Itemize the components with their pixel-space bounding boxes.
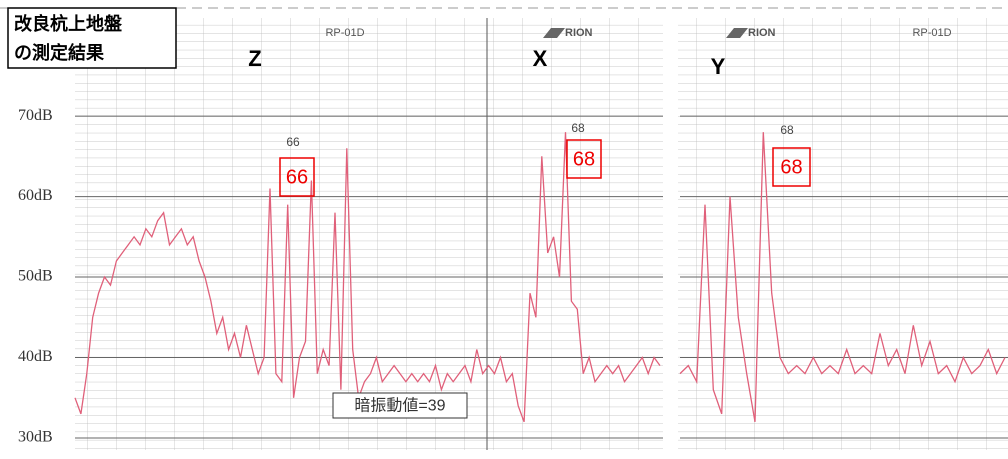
peak-print: 66 — [286, 135, 300, 149]
chart: 改良杭上地盤 の測定結果 30dB 40dB 50dB 60dB 70dB Z X RP-01… — [0, 0, 1008, 454]
y-tick-label: 60dB — [18, 187, 53, 204]
note: 暗振動値=39 — [354, 397, 445, 415]
peak-value: 68 — [780, 156, 802, 178]
axis-label: X — [533, 46, 548, 71]
title: の測定結果 — [14, 42, 105, 63]
page: 改良杭上地盤 の測定結果 30dB 40dB 50dB 60dB 70dB Z X RP-01… — [0, 0, 1008, 459]
y-tick-label: 40dB — [18, 348, 53, 365]
peak-value: 66 — [286, 166, 308, 188]
brand-label: RION — [748, 27, 776, 39]
y-tick-label: 50dB — [18, 268, 53, 285]
y-tick-label: 70dB — [18, 107, 53, 124]
model-label: RP-01D — [912, 27, 951, 39]
model-label: RP-01D — [325, 27, 364, 39]
axis-label: Y — [711, 54, 726, 79]
peak-print: 68 — [571, 121, 585, 135]
axis-label: Z — [248, 46, 261, 71]
paper — [678, 18, 1008, 450]
brand-label: RION — [565, 27, 593, 39]
paper — [75, 18, 663, 450]
peak-print: 68 — [780, 123, 794, 137]
y-tick-label: 30dB — [18, 429, 53, 446]
title: 改良杭上地盤 — [14, 13, 123, 34]
peak-value: 68 — [573, 148, 595, 170]
